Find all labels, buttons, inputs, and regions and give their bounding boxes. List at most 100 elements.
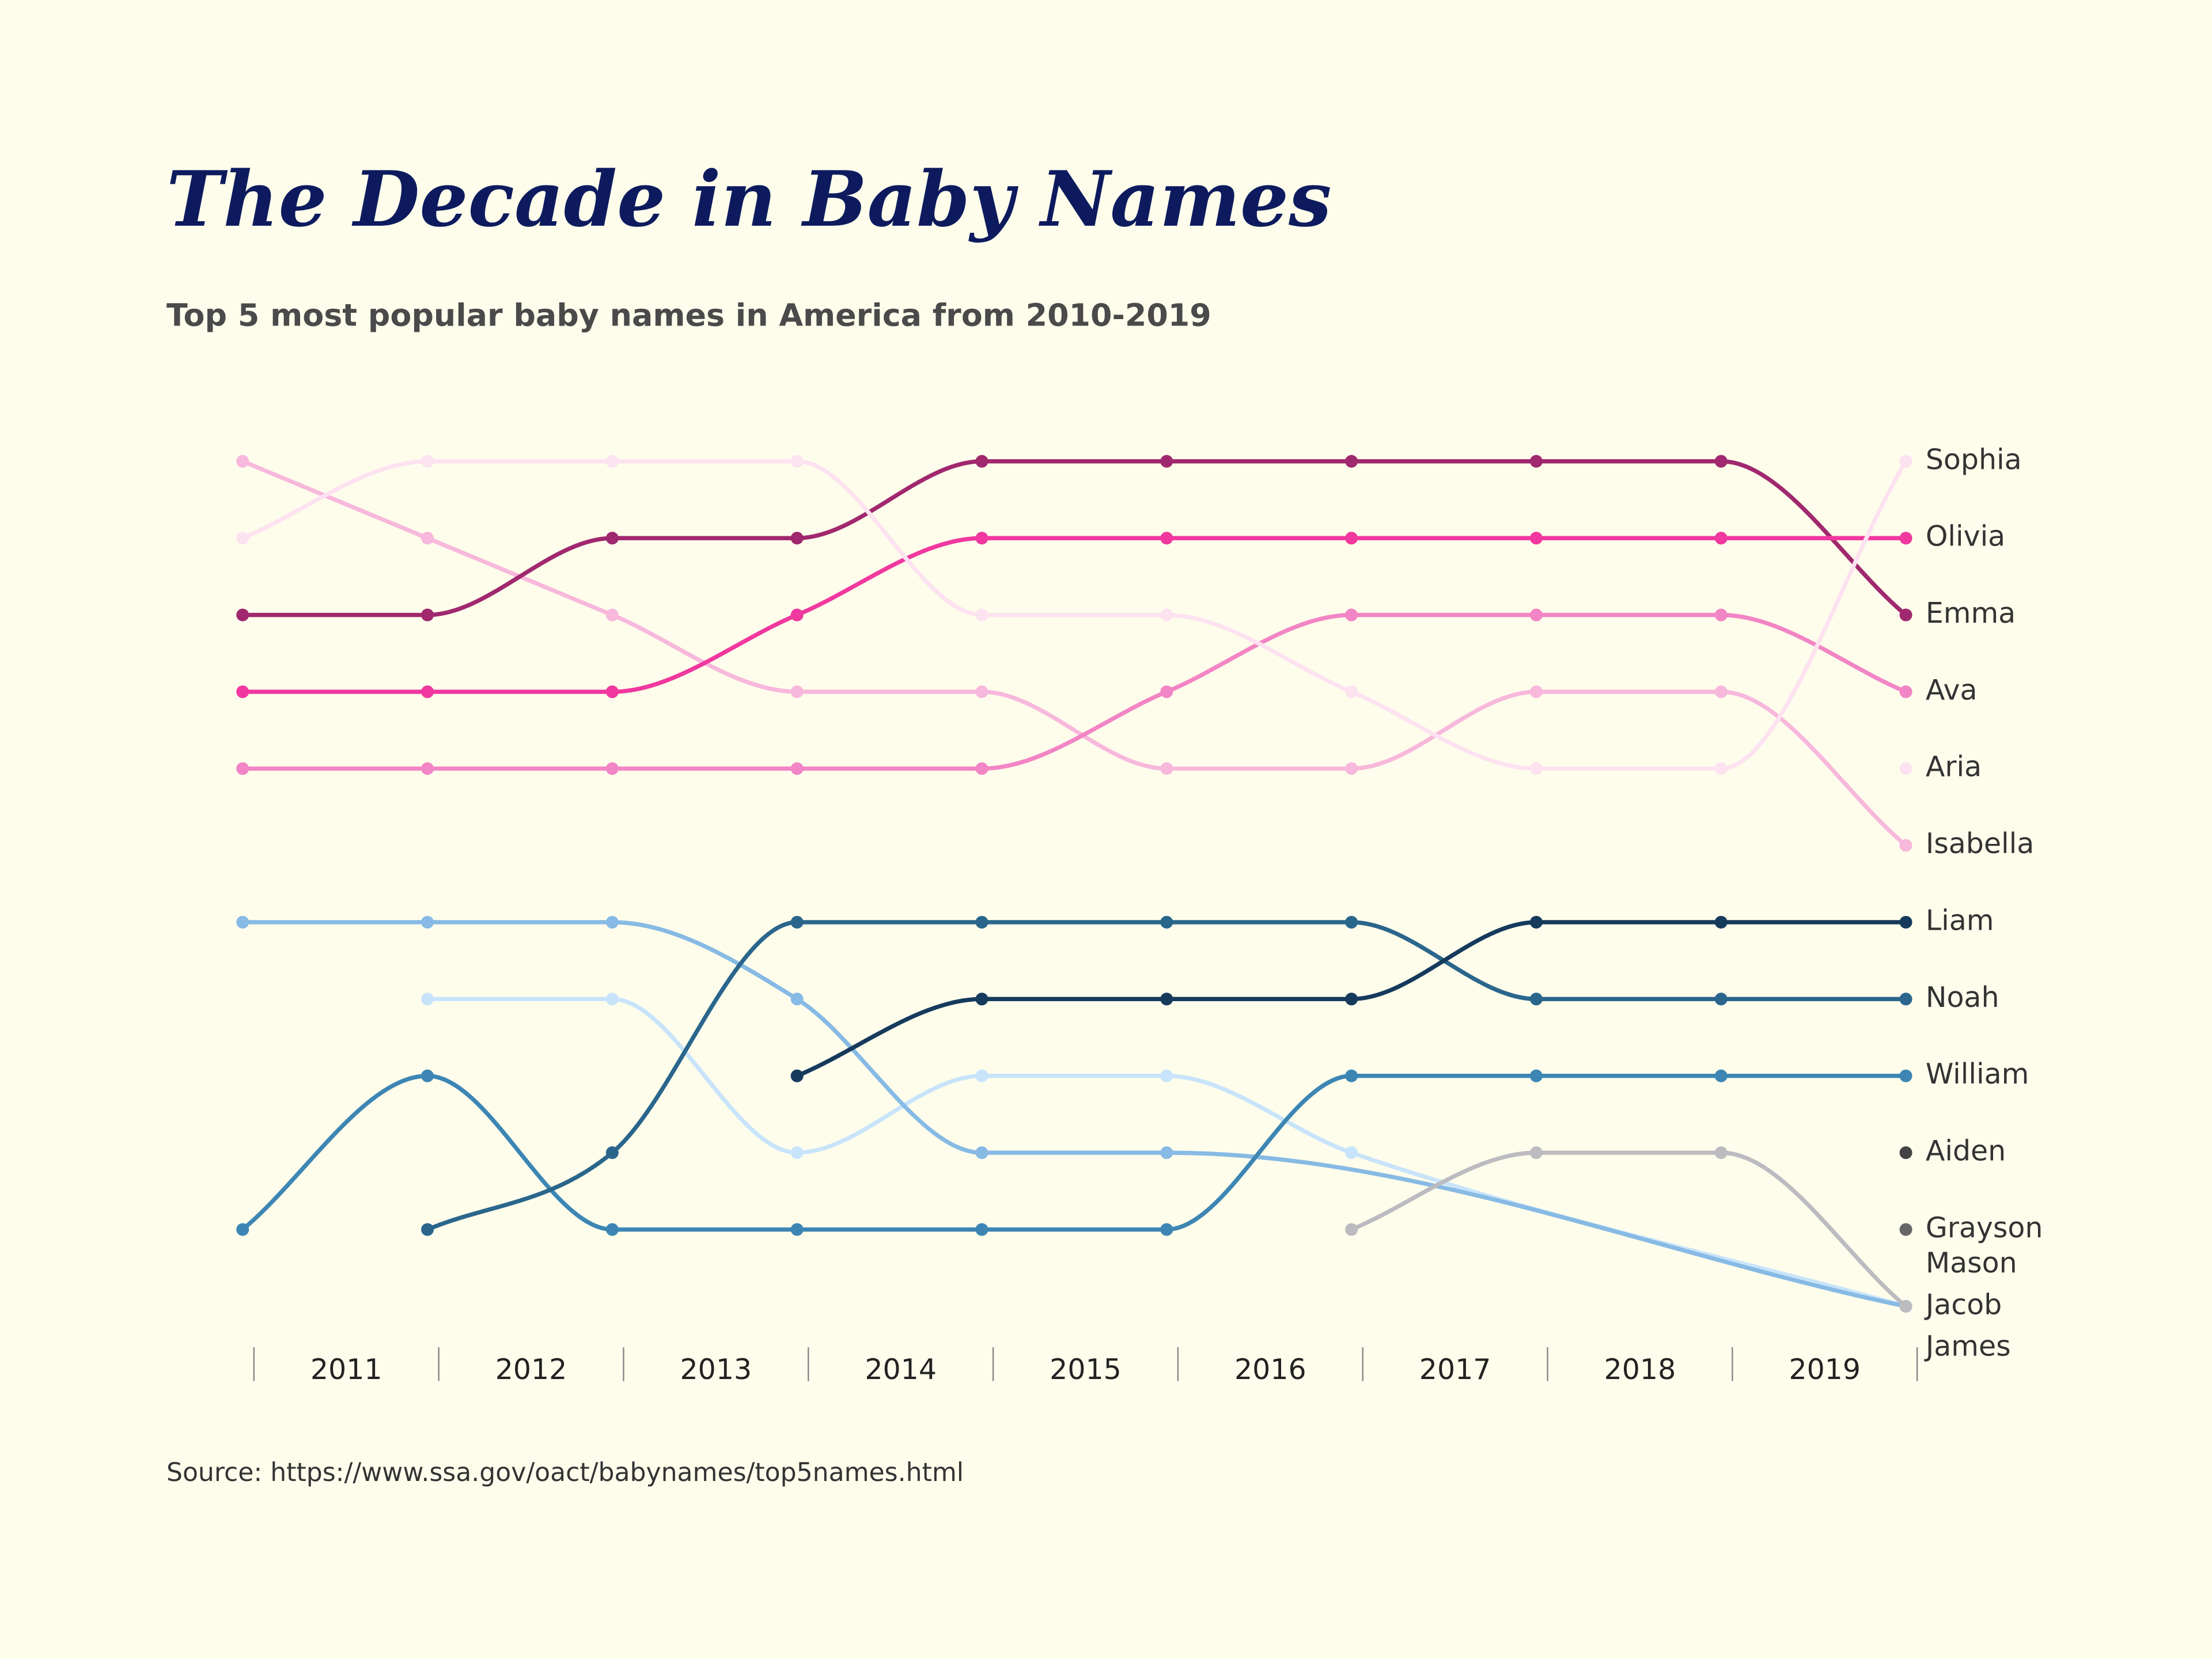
series-line bbox=[243, 612, 1907, 771]
legend-label: Sophia bbox=[1926, 443, 2022, 476]
data-point bbox=[1899, 915, 1912, 929]
data-point bbox=[605, 532, 619, 545]
legend-label: James bbox=[1924, 1330, 2011, 1363]
legend-label: Mason bbox=[1926, 1247, 2017, 1279]
data-point bbox=[1714, 608, 1728, 622]
data-point bbox=[1160, 762, 1173, 775]
data-point bbox=[1529, 685, 1543, 698]
data-point bbox=[790, 1223, 804, 1236]
data-point bbox=[1529, 993, 1543, 1006]
x-tick-label: 2013 bbox=[680, 1353, 752, 1386]
data-point bbox=[421, 1223, 434, 1236]
series-line bbox=[241, 459, 1908, 771]
x-tick-label: 2011 bbox=[310, 1353, 382, 1386]
data-point bbox=[790, 1069, 804, 1082]
x-tick-label: 2017 bbox=[1419, 1353, 1491, 1386]
data-point bbox=[790, 1146, 804, 1160]
x-tick-label: 2018 bbox=[1604, 1353, 1676, 1386]
data-point bbox=[1160, 608, 1173, 622]
data-point bbox=[790, 454, 804, 468]
data-point bbox=[605, 454, 619, 468]
data-point bbox=[1899, 762, 1912, 775]
data-point bbox=[790, 608, 804, 622]
data-point bbox=[1345, 532, 1358, 545]
lines bbox=[241, 459, 1908, 1309]
data-point bbox=[605, 685, 619, 698]
data-point bbox=[1714, 532, 1728, 545]
data-point bbox=[975, 915, 988, 929]
data-point bbox=[1899, 608, 1912, 622]
x-tick-label: 2012 bbox=[495, 1353, 567, 1386]
data-point bbox=[1160, 1069, 1173, 1082]
data-point bbox=[1714, 1146, 1728, 1160]
data-point bbox=[1714, 915, 1728, 929]
data-point bbox=[790, 993, 804, 1006]
data-point bbox=[975, 532, 988, 545]
data-point bbox=[421, 532, 434, 545]
data-point bbox=[605, 762, 619, 775]
data-point bbox=[1345, 915, 1358, 929]
data-point bbox=[421, 608, 434, 622]
data-point bbox=[1345, 1223, 1358, 1236]
data-point bbox=[1529, 762, 1543, 775]
data-point bbox=[975, 1069, 988, 1082]
data-point bbox=[1714, 454, 1728, 468]
data-point bbox=[1160, 1146, 1173, 1160]
legend-label: Ava bbox=[1926, 673, 1978, 706]
data-point bbox=[1529, 1146, 1543, 1160]
data-point bbox=[605, 1146, 619, 1160]
data-point bbox=[1714, 685, 1728, 698]
dots bbox=[236, 454, 1912, 1313]
source-note: Source: https://www.ssa.gov/oact/babynam… bbox=[166, 1458, 964, 1487]
data-point bbox=[1899, 1300, 1912, 1313]
data-point bbox=[1529, 608, 1543, 622]
series-labels: Sophia Olivia Emma Ava Aria Isabella Liam Noah W… bbox=[1924, 443, 2043, 1362]
data-point bbox=[236, 915, 249, 929]
data-point bbox=[1160, 532, 1173, 545]
data-point bbox=[975, 1223, 988, 1236]
data-point bbox=[1899, 1069, 1912, 1082]
data-point bbox=[975, 608, 988, 622]
data-point bbox=[1714, 993, 1728, 1006]
legend-label: Jacob bbox=[1924, 1288, 2002, 1321]
data-point bbox=[1529, 915, 1543, 929]
data-point bbox=[421, 685, 434, 698]
series-line bbox=[243, 536, 1906, 694]
data-point bbox=[421, 762, 434, 775]
data-point bbox=[1345, 454, 1358, 468]
legend-label: Isabella bbox=[1926, 827, 2034, 860]
data-point bbox=[790, 685, 804, 698]
data-point bbox=[1345, 1069, 1358, 1082]
data-point bbox=[1899, 532, 1912, 545]
data-point bbox=[975, 685, 988, 698]
data-point bbox=[236, 454, 249, 468]
data-point bbox=[421, 993, 434, 1006]
data-point bbox=[1160, 915, 1173, 929]
data-point bbox=[236, 608, 249, 622]
data-point bbox=[1529, 454, 1543, 468]
data-point bbox=[975, 993, 988, 1006]
data-point bbox=[790, 532, 804, 545]
data-point bbox=[1345, 993, 1358, 1006]
data-point bbox=[1899, 1223, 1912, 1236]
data-point bbox=[975, 454, 988, 468]
data-point bbox=[236, 532, 249, 545]
data-point bbox=[605, 608, 619, 622]
data-point bbox=[1899, 993, 1912, 1006]
legend-label: Olivia bbox=[1926, 520, 2005, 553]
data-point bbox=[421, 915, 434, 929]
series-line bbox=[241, 459, 1907, 847]
chart-title: The Decade in Baby Names bbox=[166, 155, 1332, 244]
legend-label: Aria bbox=[1926, 751, 1982, 783]
data-point bbox=[236, 762, 249, 775]
data-point bbox=[1899, 685, 1912, 698]
x-tick-label: 2016 bbox=[1234, 1353, 1306, 1386]
series-line bbox=[426, 920, 1906, 1232]
series-line bbox=[243, 920, 1907, 1309]
legend-label: Aiden bbox=[1926, 1135, 2006, 1168]
data-point bbox=[605, 993, 619, 1006]
data-point bbox=[1529, 532, 1543, 545]
data-point bbox=[421, 1069, 434, 1082]
